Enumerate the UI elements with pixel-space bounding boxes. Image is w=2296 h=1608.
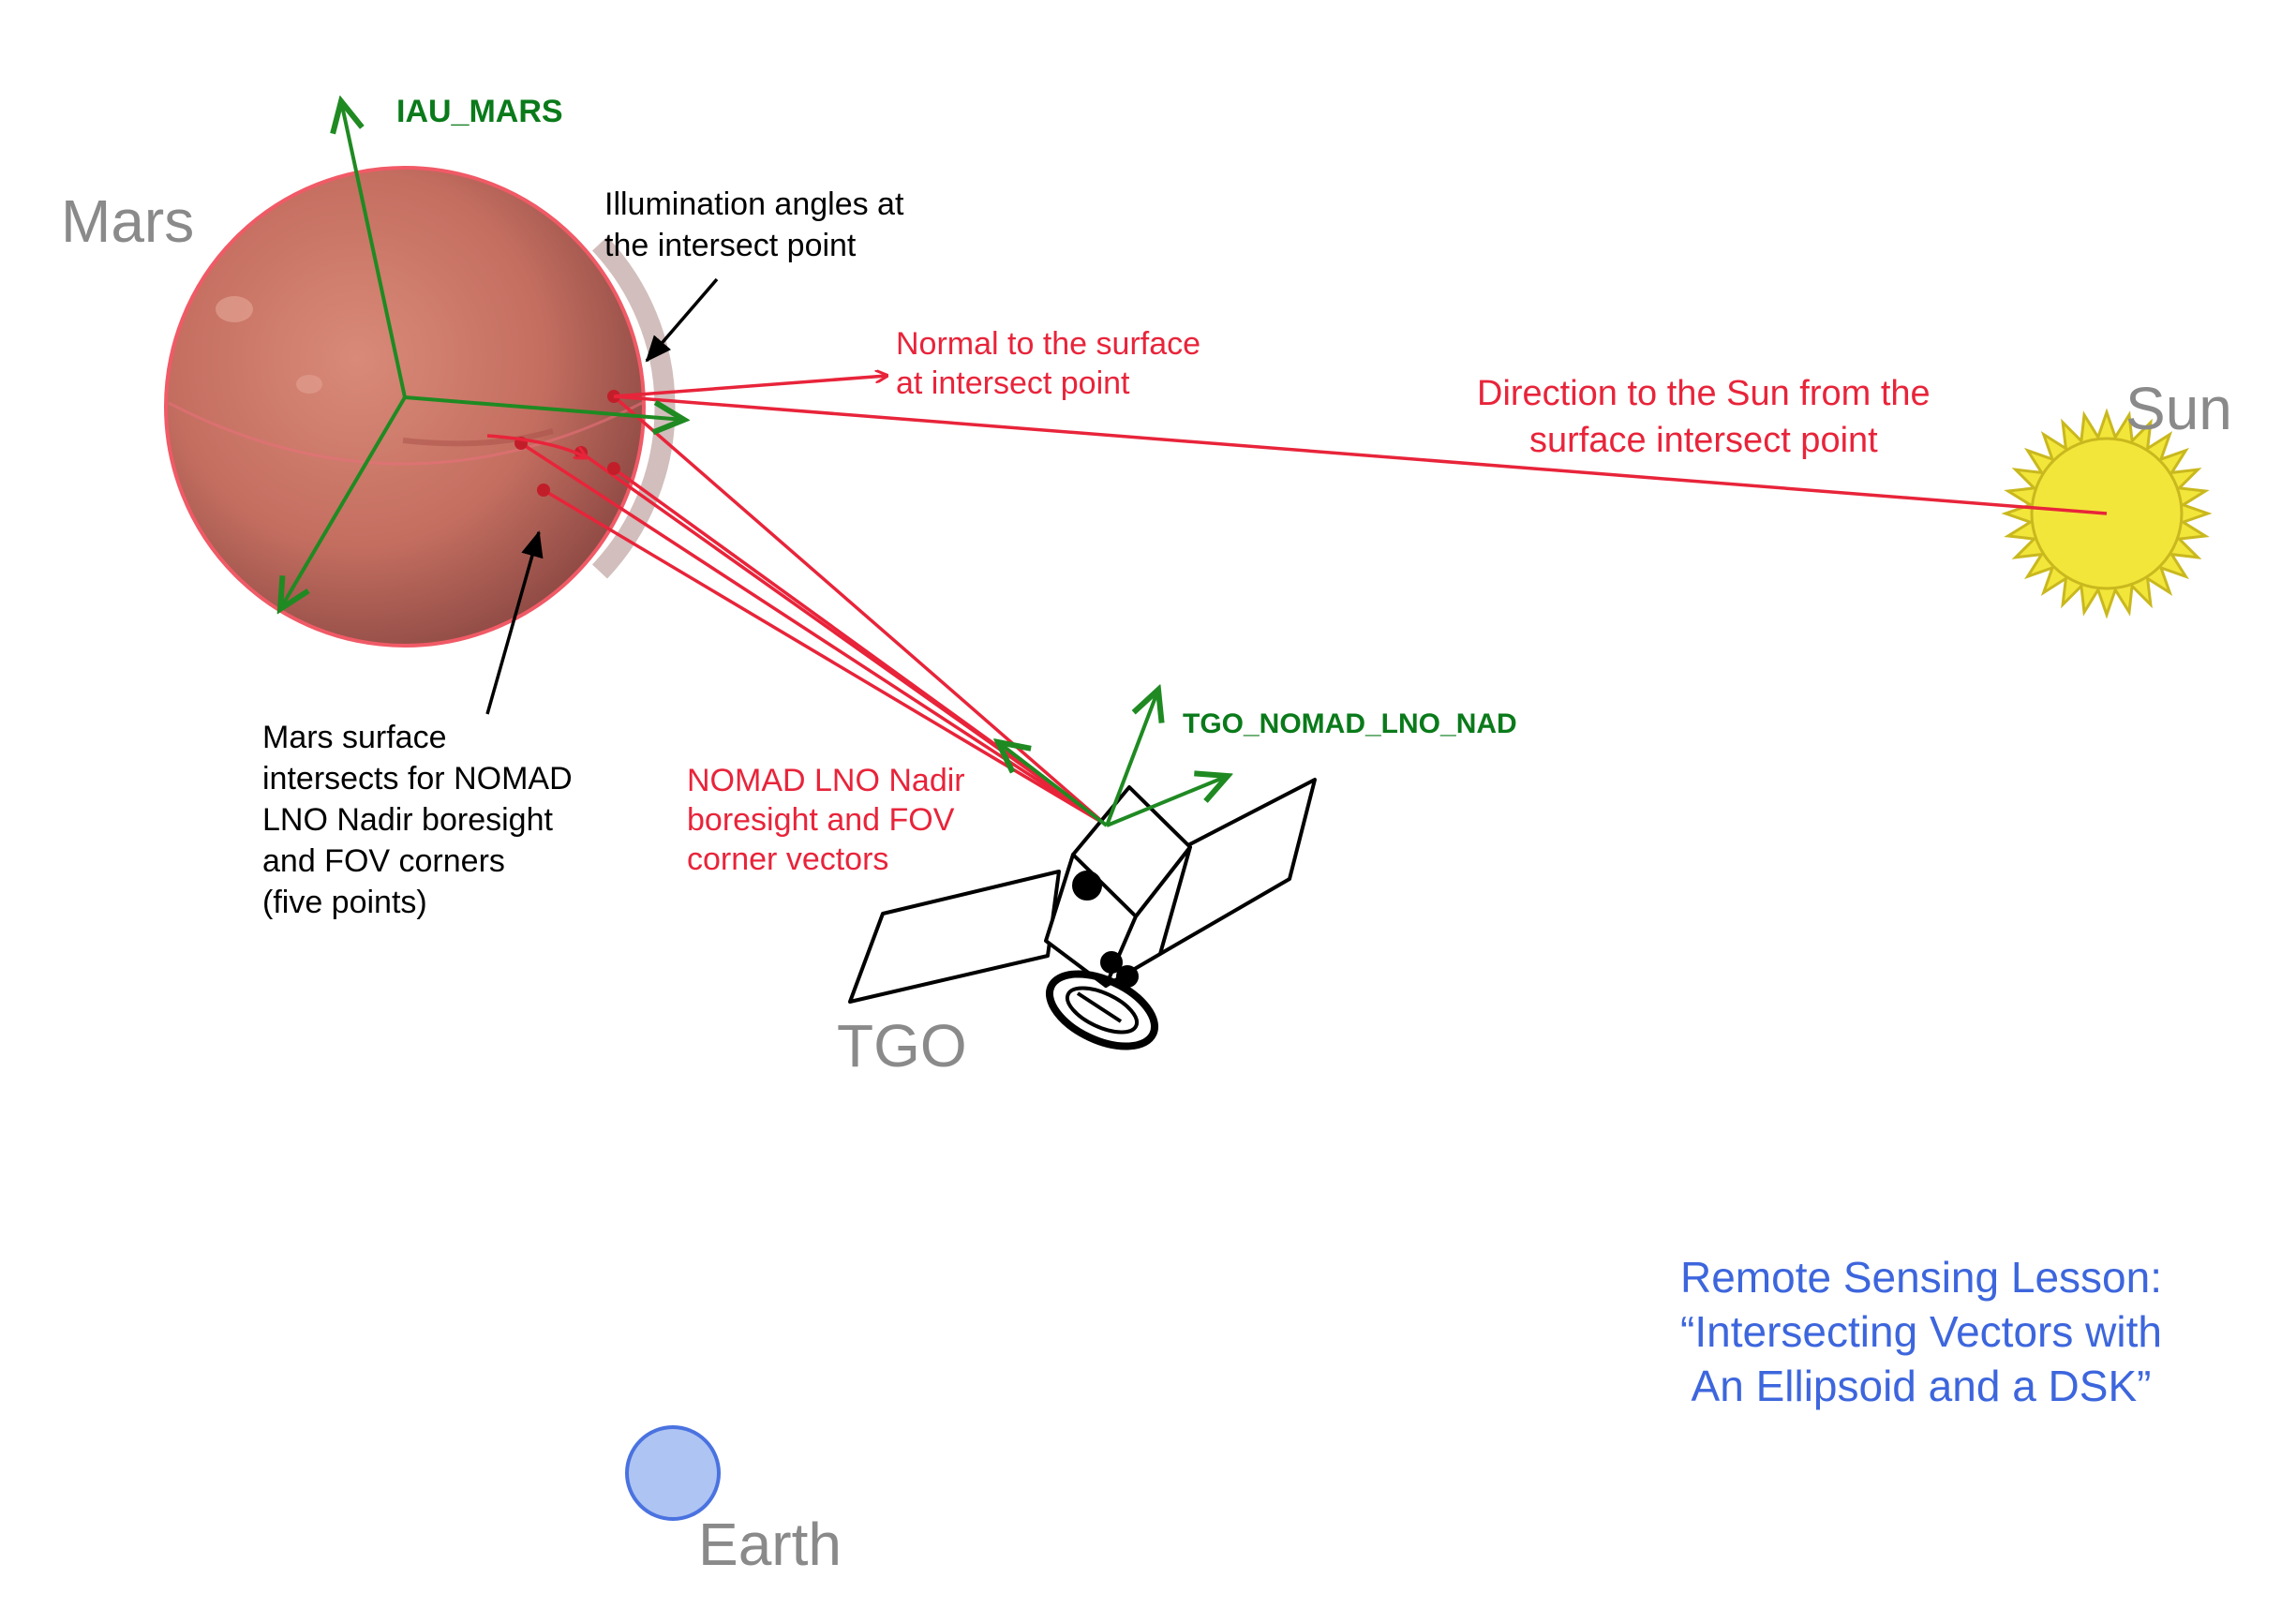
sun-direction-annotation: Direction to the Sun from the surface in… [1477, 374, 1931, 460]
mars-planet [164, 166, 676, 648]
sun-label: Sun [2125, 375, 2232, 442]
earth [625, 1425, 721, 1521]
nomad-lno-frame-label: TGO_NOMAD_LNO_NAD [1183, 708, 1517, 739]
lesson-title: Remote Sensing Lesson: “Intersecting Vec… [1680, 1253, 2162, 1410]
intersects-annotation: Mars surface intersects for NOMAD LNO Na… [262, 720, 573, 920]
tgo-label: TGO [837, 1012, 967, 1079]
nomad-lno-frame-axes [998, 690, 1228, 827]
iau-mars-frame-label: IAU_MARS [396, 94, 563, 129]
normal-annotation: Normal to the surface at intersect point [896, 326, 1201, 401]
tgo-spacecraft [848, 778, 1317, 1050]
sun [2001, 408, 2213, 619]
boresight-annotation: NOMAD LNO Nadir boresight and FOV corner… [687, 763, 965, 877]
mars-label: Mars [61, 187, 195, 255]
illumination-annotation: Illumination angles at the intersect poi… [604, 186, 904, 263]
iau-mars-frame-axes [280, 101, 684, 609]
earth-label: Earth [698, 1511, 842, 1578]
intersect-curve-arrow [486, 434, 586, 457]
normal-vector [613, 376, 887, 398]
intersects-pointer-arrow [485, 530, 544, 715]
illumination-pointer-arrow [645, 277, 719, 363]
sun-direction-vector [613, 395, 2108, 515]
